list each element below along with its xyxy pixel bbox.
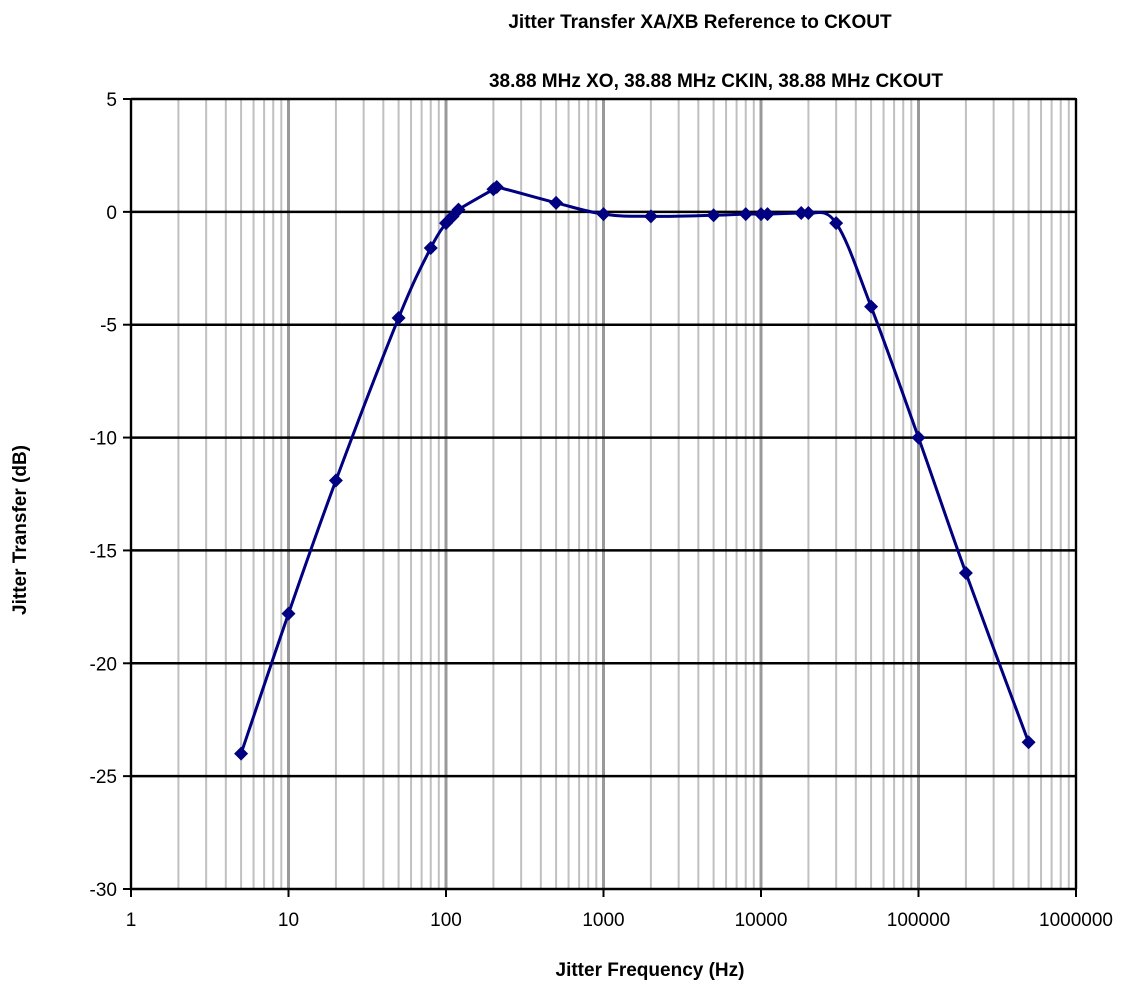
data-point-marker	[794, 205, 809, 220]
data-point-marker	[829, 216, 844, 231]
y-axis-title: Jitter Transfer (dB)	[10, 445, 31, 615]
data-point-marker	[706, 208, 721, 223]
y-tick-label: -30	[90, 880, 117, 901]
x-tick-label: 1	[126, 910, 137, 931]
x-axis-title: Jitter Frequency (Hz)	[556, 960, 745, 981]
data-point-marker	[451, 202, 466, 217]
x-tick-label: 1000	[582, 910, 624, 931]
grid	[123, 97, 1078, 897]
y-tick-label: -25	[90, 767, 117, 788]
series-markers	[234, 180, 1036, 761]
data-point-marker	[911, 430, 926, 445]
x-tick-labels: 1 10 100 1000 10000 100000 1000000	[126, 910, 1113, 931]
data-point-marker	[738, 207, 753, 222]
data-point-marker	[864, 299, 879, 314]
data-point-marker	[328, 473, 343, 488]
data-point-marker	[958, 566, 973, 580]
data-point-marker	[391, 310, 406, 325]
chart-subtitle: 38.88 MHz XO, 38.88 MHz CKIN, 38.88 MHz …	[489, 71, 943, 92]
x-tick-label: 100	[430, 910, 462, 931]
data-point-marker	[549, 195, 564, 210]
data-point-marker	[423, 240, 438, 255]
data-point-marker	[489, 180, 504, 195]
x-tick-label: 100000	[887, 910, 950, 931]
data-point-marker	[760, 207, 775, 222]
plot-frame	[130, 98, 1077, 890]
y-tick-labels: 5 0 -5 -10 -15 -20 -25 -30	[90, 90, 117, 901]
data-point-marker	[801, 205, 816, 220]
y-tick-label: -15	[90, 541, 117, 562]
x-tick-label: 10000	[735, 910, 788, 931]
data-point-marker	[234, 746, 249, 761]
x-tick-label: 10	[278, 910, 299, 931]
chart-title: Jitter Transfer XA/XB Reference to CKOUT	[508, 12, 892, 33]
y-tick-label: -10	[90, 429, 117, 450]
data-point-marker	[643, 209, 658, 224]
x-tick-label: 1000000	[1039, 910, 1113, 931]
data-point-marker	[281, 606, 296, 621]
data-point-marker	[1021, 735, 1036, 750]
data-point-marker	[596, 207, 611, 222]
y-tick-label: -20	[90, 654, 117, 675]
y-tick-label: -5	[100, 316, 117, 337]
y-tick-label: 0	[106, 203, 117, 224]
y-tick-label: 5	[106, 90, 117, 111]
